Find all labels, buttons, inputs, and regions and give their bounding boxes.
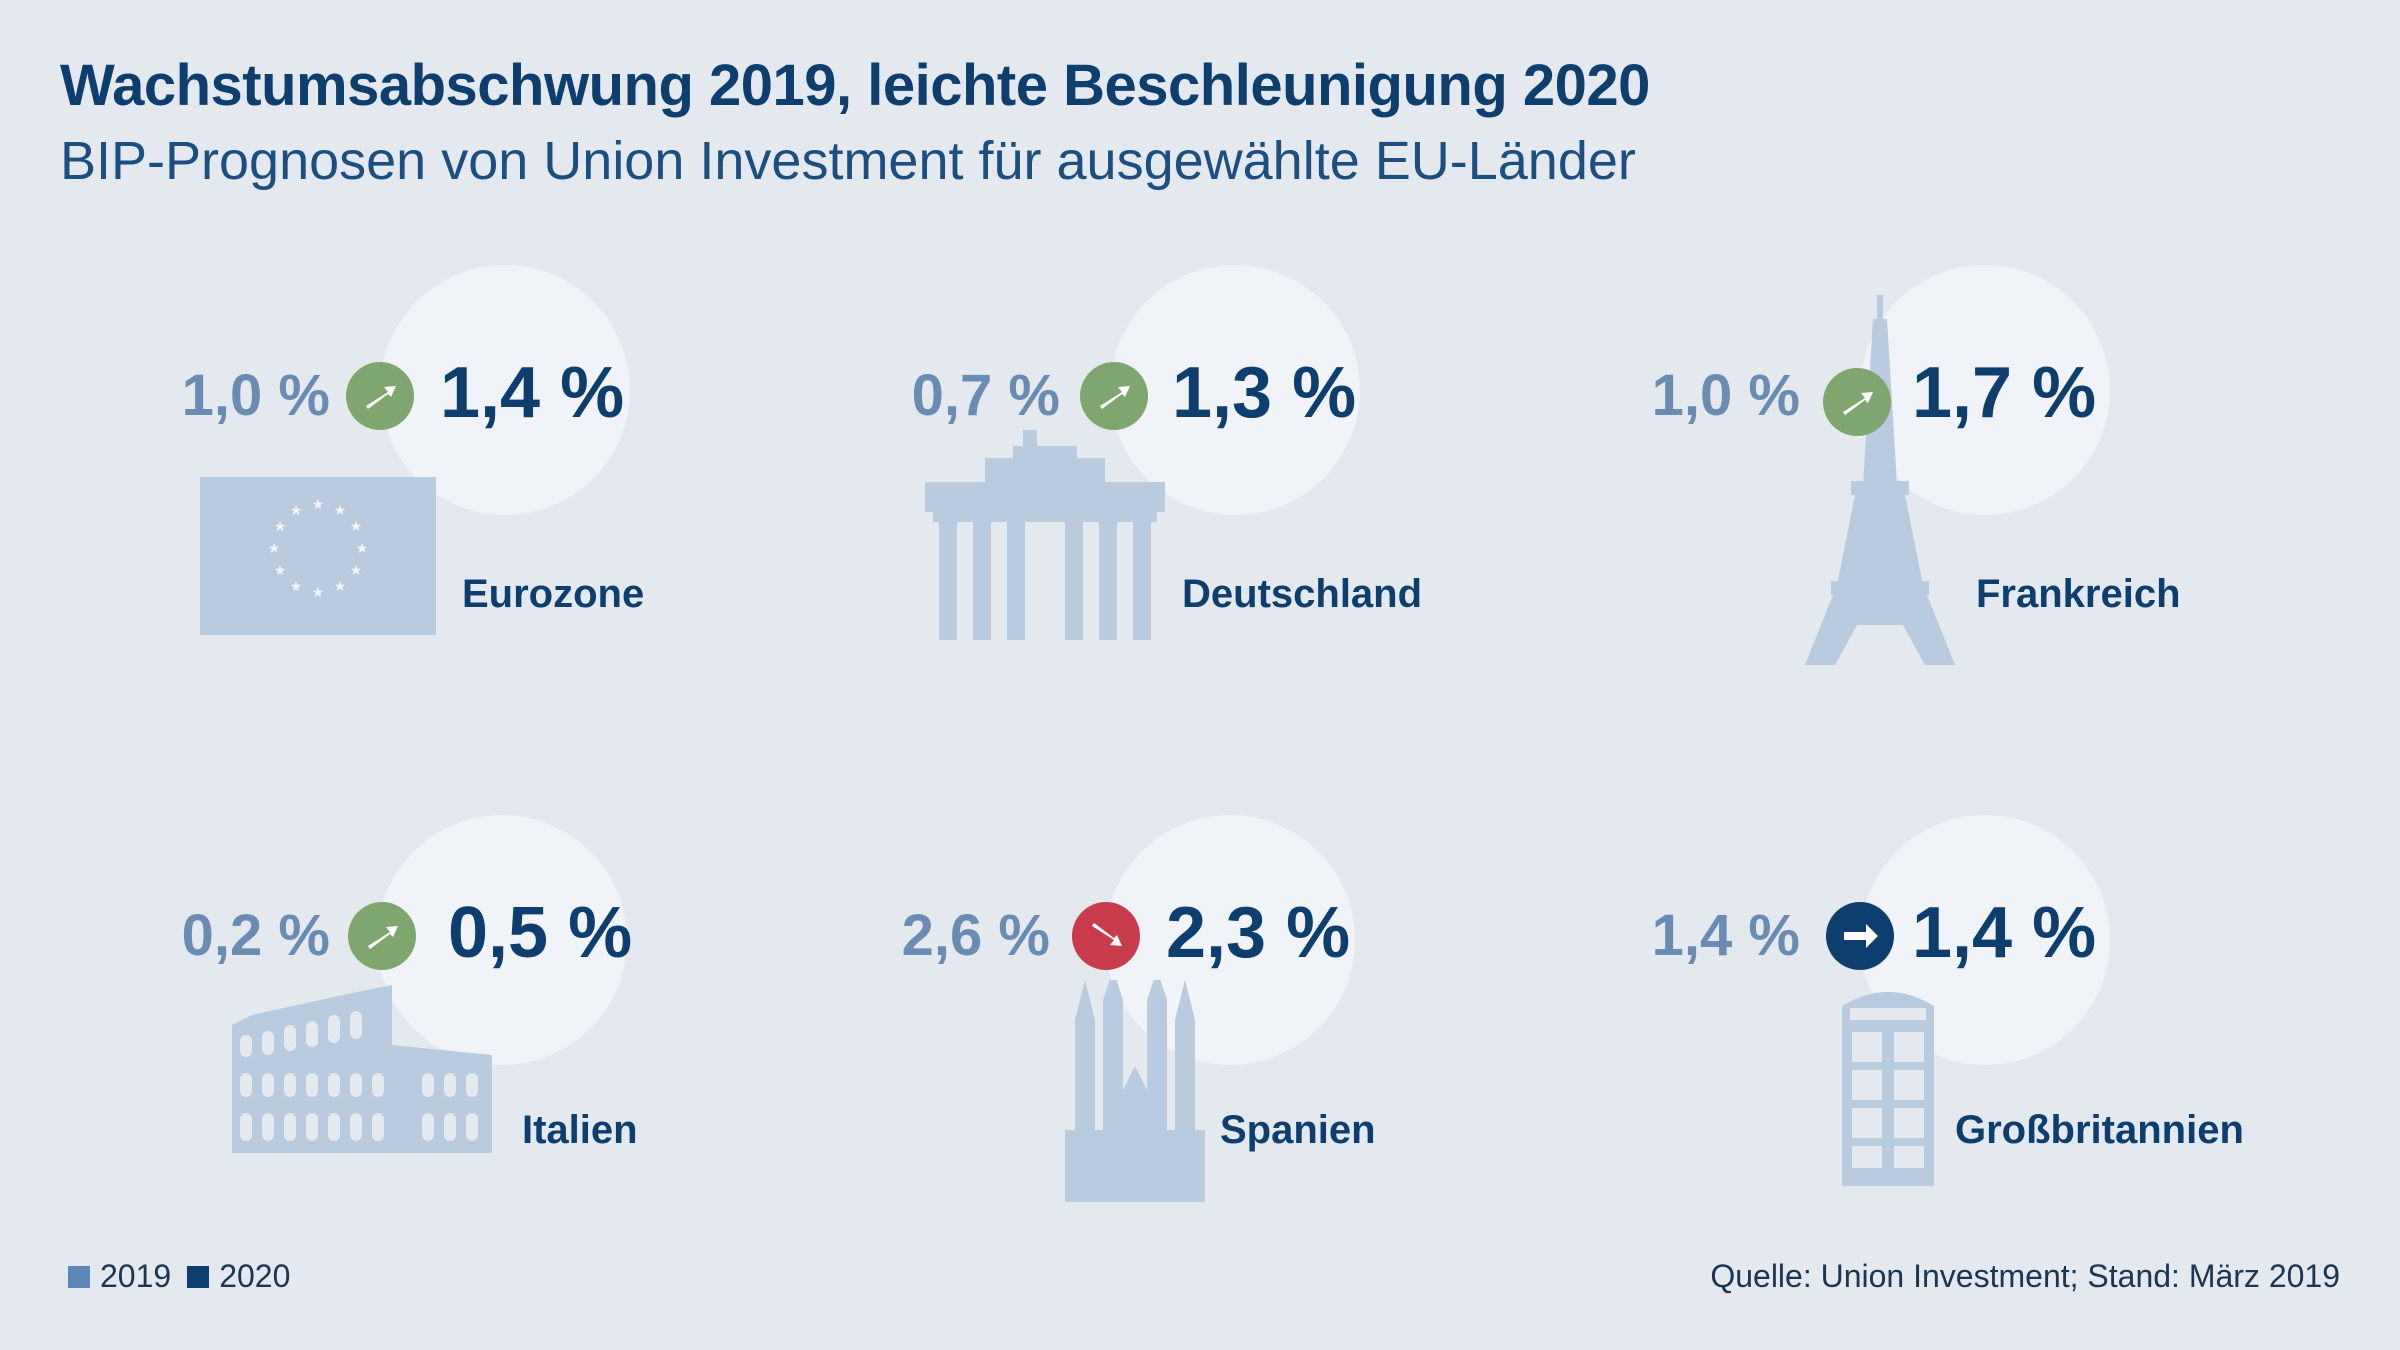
country-label: Deutschland xyxy=(1182,572,1423,616)
phone-booth-icon xyxy=(1842,992,1934,1186)
colosseum-icon xyxy=(232,985,492,1153)
value-2019: 1,0 % xyxy=(181,363,330,428)
country-card-eurozone: ★ ★ ★ ★ ★ ★ ★ ★ ★ ★ ★ ★ 1,0 % 1,4 % Eurozone xyxy=(150,260,850,760)
svg-text:★: ★ xyxy=(268,541,281,557)
legend: 2019 2020 xyxy=(68,1258,290,1295)
svg-text:★: ★ xyxy=(312,585,325,601)
trend-up-icon xyxy=(346,362,414,430)
brandenburg-gate-icon xyxy=(925,430,1165,640)
country-card-spanien: 2,6 % 2,3 % Spanien xyxy=(880,800,1580,1300)
chart-subtitle: BIP-Prognosen von Union Investment für a… xyxy=(60,131,1636,191)
value-2020: 1,3 % xyxy=(1172,353,1357,433)
value-2020: 2,3 % xyxy=(1166,893,1351,973)
svg-text:★: ★ xyxy=(334,579,347,595)
svg-text:★: ★ xyxy=(290,579,303,595)
country-label: Großbritannien xyxy=(1955,1108,2244,1152)
country-label: Italien xyxy=(522,1108,638,1152)
country-card-deutschland: 0,7 % 1,3 % Deutschland xyxy=(880,260,1580,760)
legend-label-2019: 2019 xyxy=(100,1258,172,1294)
value-2019: 1,0 % xyxy=(1651,363,1800,428)
legend-label-2020: 2020 xyxy=(219,1258,291,1294)
svg-text:★: ★ xyxy=(312,497,325,513)
value-circle xyxy=(1110,265,1360,515)
trend-down-icon xyxy=(1072,902,1140,970)
svg-text:★: ★ xyxy=(274,563,287,579)
country-label: Frankreich xyxy=(1976,572,2181,616)
value-2020: 1,4 % xyxy=(1912,893,2097,973)
legend-swatch-2019 xyxy=(68,1265,90,1288)
trend-up-icon xyxy=(1823,368,1891,436)
value-2020: 1,7 % xyxy=(1912,353,2097,433)
svg-text:★: ★ xyxy=(274,519,287,535)
country-label: Spanien xyxy=(1220,1108,1376,1152)
eiffel-tower-icon xyxy=(1805,295,1955,665)
chart-title: Wachstumsabschwung 2019, leichte Beschle… xyxy=(60,53,1650,118)
value-2020: 0,5 % xyxy=(448,893,633,973)
country-label: Eurozone xyxy=(462,572,645,616)
value-circle xyxy=(377,815,627,1065)
source-note: Quelle: Union Investment; Stand: März 20… xyxy=(1710,1258,2340,1294)
svg-text:★: ★ xyxy=(334,503,347,519)
value-circle xyxy=(380,265,630,515)
trend-up-icon xyxy=(348,902,416,970)
eu-flag-icon: ★ ★★ ★★★ ★★★ ★★★ xyxy=(200,477,436,635)
value-2019: 0,2 % xyxy=(181,903,330,968)
value-2019: 1,4 % xyxy=(1651,903,1800,968)
svg-text:★: ★ xyxy=(350,563,363,579)
svg-text:★: ★ xyxy=(356,541,369,557)
value-circle xyxy=(1860,265,2110,515)
country-card-grossbritannien: 1,4 % 1,4 % Großbritannien xyxy=(1620,800,2320,1300)
value-2019: 2,6 % xyxy=(901,903,1050,968)
svg-text:★: ★ xyxy=(290,503,303,519)
legend-swatch-2020 xyxy=(187,1265,210,1288)
country-card-italien: 0,2 % 0,5 % Italien xyxy=(150,800,850,1300)
country-card-frankreich: 1,0 % 1,7 % Frankreich xyxy=(1620,260,2320,760)
value-circle xyxy=(1105,815,1355,1065)
trend-flat-icon xyxy=(1826,902,1894,970)
svg-text:★: ★ xyxy=(350,519,363,535)
value-2020: 1,4 % xyxy=(440,353,625,433)
value-2019: 0,7 % xyxy=(911,363,1060,428)
sagrada-familia-icon xyxy=(1065,980,1205,1202)
trend-up-icon xyxy=(1080,362,1148,430)
